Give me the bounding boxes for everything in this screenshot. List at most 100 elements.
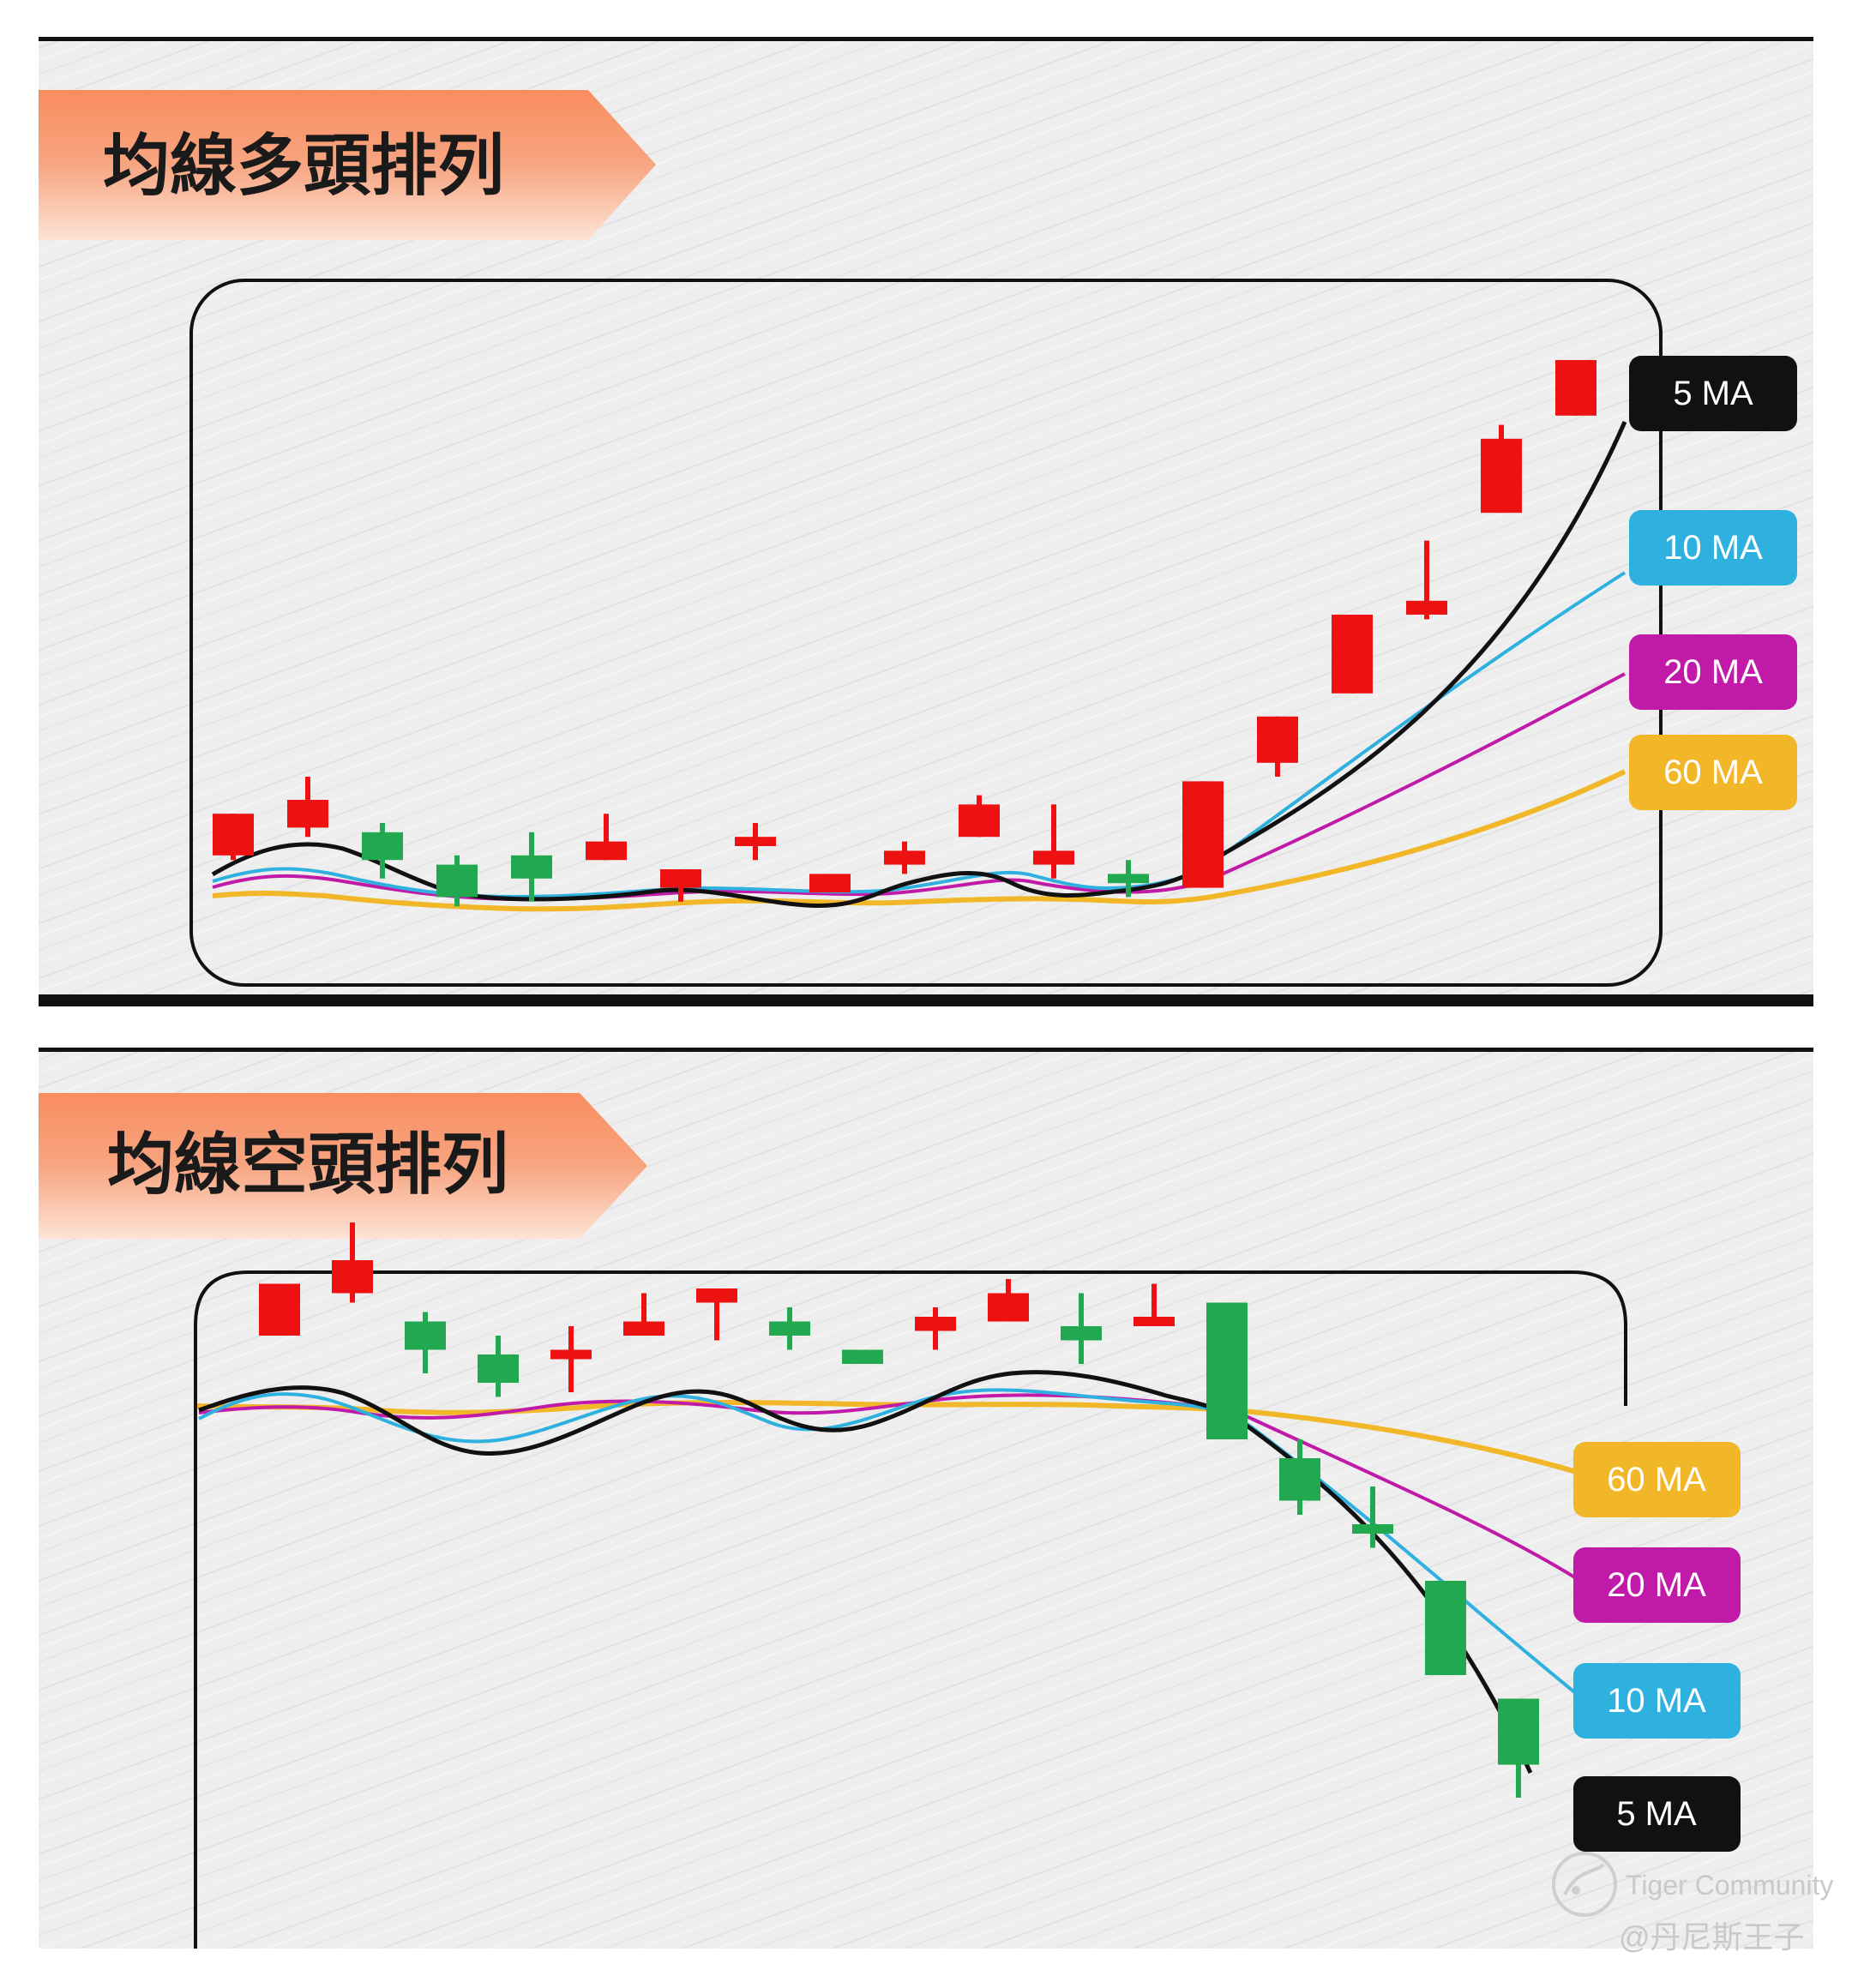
panel-bullish: 均線多頭排列 5 MA 10 MA 20 MA 60 <box>39 37 1813 1006</box>
candle-body-up <box>959 804 1000 838</box>
candle-body-down <box>1279 1458 1320 1501</box>
candle-body-up <box>623 1321 664 1336</box>
candle-body-up <box>1257 716 1298 763</box>
candle-body-down <box>478 1354 519 1383</box>
candle-body-down <box>362 832 403 861</box>
candle-body-up <box>1481 438 1522 514</box>
legend-label-60ma-bearish: 60 MA <box>1607 1461 1706 1499</box>
legend-badge-20ma-bearish <box>1573 1547 1741 1623</box>
candle-bearish-8 <box>769 1307 810 1350</box>
candle-bullish-10 <box>884 841 925 874</box>
candle-bearish-4 <box>478 1336 519 1397</box>
candle-bearish-15 <box>1279 1439 1320 1515</box>
candle-bullish-11 <box>959 795 1000 838</box>
candle-body-up <box>1555 360 1596 416</box>
candle-bullish-18 <box>1481 424 1522 514</box>
candle-bullish-5 <box>511 832 552 902</box>
plot-frame-bullish <box>189 279 1663 987</box>
legend-label-5ma-bearish: 5 MA <box>1616 1795 1697 1833</box>
legend-item-20ma-bearish: 20 MA <box>1573 1547 1741 1623</box>
candle-body-down <box>1425 1581 1466 1675</box>
candle-bullish-16 <box>1332 615 1373 694</box>
candle-body-up <box>586 841 627 861</box>
candle-bullish-8 <box>735 823 776 861</box>
panel-bearish: 均線空頭排列 60 MA 20 MA 10 MA 5 <box>39 1048 1833 1955</box>
ma5-line-bullish <box>211 420 1627 909</box>
candle-body-down <box>1498 1698 1539 1765</box>
candle-bullish-6 <box>586 814 627 861</box>
ma20-line-bearish <box>198 1393 1579 1581</box>
candle-bullish-15 <box>1257 716 1298 777</box>
candle-bullish-12 <box>1033 804 1074 879</box>
candle-bullish-7 <box>660 869 701 902</box>
candle-bullish-19 <box>1555 360 1596 416</box>
legend-item-60ma-bullish: 60 MA <box>1629 735 1797 810</box>
candle-bullish-4 <box>436 855 478 907</box>
legend-label-5ma-bullish: 5 MA <box>1673 375 1753 412</box>
candle-body-up <box>332 1260 373 1294</box>
legend-item-60ma-bearish: 60 MA <box>1573 1442 1741 1517</box>
watermark-brand: Tiger Community <box>1626 1870 1833 1901</box>
candle-body-up <box>259 1283 300 1336</box>
legend-badge-5ma-bearish <box>1573 1776 1741 1852</box>
candle-body-down <box>842 1349 883 1364</box>
candle-body-up <box>550 1349 592 1360</box>
panel-bullish-bottom-border <box>39 994 1813 1006</box>
candle-bullish-13 <box>1108 860 1149 898</box>
candle-body-up <box>915 1317 956 1331</box>
candle-bearish-17 <box>1425 1581 1466 1675</box>
legend-badge-10ma-bearish <box>1573 1663 1741 1739</box>
legend-label-10ma-bullish: 10 MA <box>1663 529 1763 567</box>
legend-badge-10ma-bullish <box>1629 510 1797 586</box>
candle-body-down <box>1206 1302 1248 1439</box>
candle-bearish-12 <box>1061 1293 1102 1364</box>
ma60-line-bearish <box>196 1400 1613 1486</box>
ma20-line-bullish <box>212 672 1626 902</box>
candle-body-up <box>1406 600 1447 615</box>
watermark: Tiger Community @丹尼斯王子 <box>1552 1852 1833 1955</box>
candles-bearish <box>259 1222 1539 1798</box>
legend-item-20ma-bullish: 20 MA <box>1629 634 1797 710</box>
candle-body-up <box>1133 1317 1175 1326</box>
legend-bearish: 60 MA 20 MA 10 MA 5 MA <box>1573 1442 1741 1852</box>
watermark-user: @丹尼斯王子 <box>1619 1919 1805 1955</box>
legend-label-20ma-bullish: 20 MA <box>1663 653 1763 691</box>
panel-bullish-top-border <box>39 37 1813 41</box>
candle-body-up <box>884 850 925 865</box>
candle-body-up <box>809 874 851 892</box>
candle-body-up <box>988 1293 1029 1322</box>
candle-body-down <box>769 1321 810 1336</box>
legend-bullish: 5 MA 10 MA 20 MA 60 MA <box>1629 356 1797 810</box>
candle-body-down <box>405 1321 446 1350</box>
candle-bearish-5 <box>550 1326 592 1392</box>
candle-body-up <box>287 800 328 828</box>
candle-bearish-14 <box>1206 1302 1248 1439</box>
candle-bullish-3 <box>362 823 403 879</box>
candle-body-down <box>1061 1326 1102 1341</box>
candle-bearish-11 <box>988 1279 1029 1322</box>
candle-body-up <box>1332 615 1373 694</box>
legend-item-10ma-bearish: 10 MA <box>1573 1663 1741 1739</box>
legend-badge-5ma-bullish <box>1629 356 1797 431</box>
candle-bearish-16 <box>1352 1486 1393 1548</box>
candle-bullish-14 <box>1182 781 1224 888</box>
candle-body-up <box>696 1288 737 1303</box>
legend-item-5ma-bullish: 5 MA <box>1629 356 1797 431</box>
panel-bearish-top-border <box>39 1048 1813 1052</box>
candle-bearish-2 <box>332 1222 373 1303</box>
candle-body-down <box>1108 874 1149 884</box>
candle-body-up <box>213 814 254 856</box>
tiger-logo-icon <box>1552 1852 1617 1917</box>
candle-bullish-17 <box>1406 540 1447 620</box>
chart-title-bearish: 均線空頭排列 <box>107 1126 508 1204</box>
candle-bearish-7 <box>696 1288 737 1341</box>
legend-badge-60ma-bearish <box>1573 1442 1741 1517</box>
title-ribbon-bearish <box>39 1093 647 1239</box>
candle-body-up <box>735 837 776 846</box>
legend-label-60ma-bullish: 60 MA <box>1663 754 1763 791</box>
candle-bullish-9 <box>809 874 851 892</box>
candle-bearish-18 <box>1498 1698 1539 1798</box>
chart-title-bullish: 均線多頭排列 <box>103 128 504 205</box>
legend-badge-60ma-bullish <box>1629 735 1797 810</box>
